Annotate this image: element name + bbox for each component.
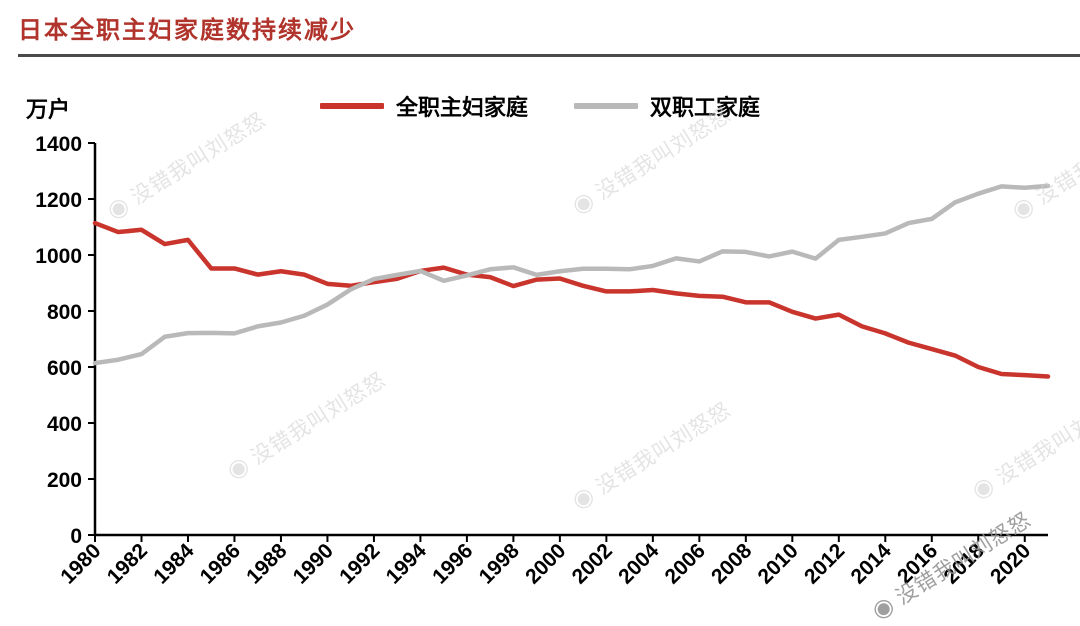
svg-text:2020: 2020 <box>986 539 1035 588</box>
svg-text:2002: 2002 <box>568 539 617 588</box>
svg-text:800: 800 <box>47 301 82 324</box>
line-chart: 0200400600800100012001400198019821984198… <box>35 133 1051 589</box>
svg-text:1988: 1988 <box>242 539 292 589</box>
svg-text:1994: 1994 <box>382 539 432 589</box>
legend-item-dualincome: 双职工家庭 <box>574 90 760 122</box>
legend-label: 全职主妇家庭 <box>395 95 528 120</box>
svg-text:1992: 1992 <box>335 539 384 588</box>
svg-text:2012: 2012 <box>800 539 849 588</box>
svg-text:2014: 2014 <box>847 539 897 589</box>
chart-legend: 全职主妇家庭 双职工家庭 <box>0 90 1080 122</box>
legend-item-housewife: 全职主妇家庭 <box>319 90 528 122</box>
svg-text:2010: 2010 <box>754 539 803 588</box>
page-title: 日本全职主妇家庭数持续减少 <box>18 18 356 44</box>
svg-text:600: 600 <box>47 357 82 380</box>
legend-swatch-gray <box>574 103 638 109</box>
svg-text:1400: 1400 <box>35 133 82 156</box>
svg-text:2016: 2016 <box>893 539 942 588</box>
svg-text:200: 200 <box>47 469 82 492</box>
svg-text:1980: 1980 <box>56 539 105 588</box>
legend-label: 双职工家庭 <box>650 95 761 120</box>
svg-text:1200: 1200 <box>35 189 82 212</box>
page-header: 日本全职主妇家庭数持续减少 <box>0 0 1080 57</box>
svg-text:2006: 2006 <box>661 539 710 588</box>
svg-text:2004: 2004 <box>614 539 664 589</box>
svg-text:2000: 2000 <box>521 539 570 588</box>
svg-text:1982: 1982 <box>103 539 152 588</box>
svg-text:1986: 1986 <box>196 539 245 588</box>
svg-text:1998: 1998 <box>475 539 525 589</box>
svg-text:1996: 1996 <box>428 539 477 588</box>
chart-area: 0 200 400 600 800 1000 1200 1400 1980 1982 1984 198… <box>0 57 1080 601</box>
legend-swatch-red <box>319 103 384 109</box>
svg-text:1000: 1000 <box>35 245 82 268</box>
svg-text:400: 400 <box>47 413 82 436</box>
svg-text:2008: 2008 <box>707 539 757 589</box>
y-axis-unit-label: 万户 <box>26 97 71 122</box>
svg-text:0: 0 <box>70 525 82 548</box>
svg-text:2018: 2018 <box>940 539 990 589</box>
svg-text:1990: 1990 <box>289 539 338 588</box>
title-divider <box>18 54 1080 57</box>
svg-text:1984: 1984 <box>149 539 199 589</box>
